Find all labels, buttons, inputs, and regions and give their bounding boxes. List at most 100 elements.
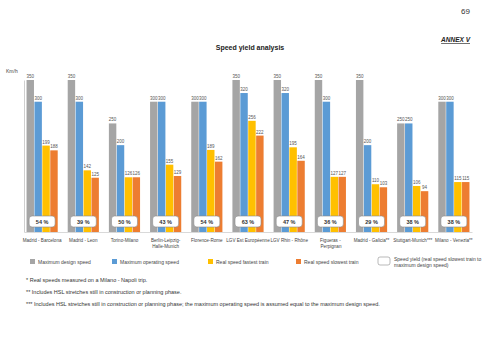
legend-item: Maximum operating speed	[112, 259, 179, 265]
x-axis: Madrid - BarcelonaMadrid - LeonTorino-Mi…	[23, 232, 473, 249]
data-label: 125	[91, 172, 99, 177]
legend-item: Real speed slowest train	[296, 259, 359, 265]
x-tick: Madrid - Galicia**	[354, 232, 390, 243]
data-label: 300	[34, 96, 42, 101]
bar	[191, 102, 198, 232]
speed-yield-box	[359, 216, 385, 227]
x-tick-label: LGV Est Européenne	[226, 238, 270, 243]
data-label: 350	[68, 74, 76, 79]
bar	[356, 80, 363, 232]
speed-yield-label: 39 %	[77, 219, 90, 225]
data-label: 300	[199, 96, 207, 101]
speed-yield-label: 54 %	[36, 219, 49, 225]
speed-yield-box	[400, 216, 426, 227]
data-label: 115	[462, 176, 470, 181]
speed-yield-box	[153, 216, 179, 227]
bar	[446, 102, 453, 232]
y-axis-title: Km/h	[6, 68, 18, 74]
x-axis-line	[25, 232, 473, 233]
data-label: 155	[166, 159, 174, 164]
speed-yield: 38 %	[400, 216, 426, 227]
speed-yield-label: 38 %	[406, 219, 419, 225]
bar	[315, 80, 322, 232]
data-label: 188	[50, 144, 58, 149]
bar	[248, 121, 255, 232]
legend-label: Speed yield (real speed slowest train to…	[394, 256, 483, 268]
bar	[34, 102, 41, 232]
x-tick: Madrid - Barcelona	[23, 232, 62, 243]
x-tick: Milano - Venezia**	[435, 232, 473, 243]
speed-yield-label: 54 %	[201, 219, 214, 225]
speed-yield-box	[317, 216, 343, 227]
data-label: 126	[133, 171, 141, 176]
data-label: 300	[191, 96, 199, 101]
data-label: 256	[248, 115, 256, 120]
speed-yield: 63 %	[235, 216, 261, 227]
speed-yield-label: 29 %	[365, 219, 378, 225]
data-label: 189	[207, 144, 215, 149]
x-tick-label: LGV Rhin - Rhône	[270, 238, 308, 243]
data-label: 200	[364, 139, 372, 144]
speed-yield: 54 %	[194, 216, 220, 227]
annex: ANNEX V	[440, 36, 471, 43]
x-tick-label: Torino-Milano	[111, 238, 139, 243]
speed-yield-label: 50 %	[118, 219, 131, 225]
legend-swatch	[208, 259, 213, 264]
speed-yield: 38 %	[441, 216, 467, 227]
data-label: 126	[125, 171, 133, 176]
y-axis-line	[24, 81, 25, 233]
data-label: 300	[158, 96, 166, 101]
data-labels: 3503502503003003503503503502503003003002…	[26, 74, 469, 190]
x-tick: LGV Est Européenne	[226, 232, 270, 243]
speed-yield: 47 %	[276, 216, 302, 227]
data-label: 162	[215, 156, 223, 161]
data-label: 115	[454, 176, 462, 181]
speed-yield: 39 %	[70, 216, 96, 227]
data-label: 142	[83, 164, 91, 169]
data-label: 350	[232, 74, 240, 79]
speed-yield-box	[194, 216, 220, 227]
data-label: 94	[422, 185, 428, 190]
bar	[158, 102, 165, 232]
bar	[199, 102, 206, 232]
speed-yield-box	[235, 216, 261, 227]
speed-yield-box	[111, 216, 137, 227]
speed-yield: 54 %	[29, 216, 55, 227]
bar	[27, 80, 34, 232]
legend-swatch	[30, 259, 35, 264]
data-label: 350	[356, 74, 364, 79]
footnote: * Real speeds measured on a Milano - Nap…	[26, 277, 148, 283]
x-tick: Berlin-Leipzig-Halle-Munich	[151, 232, 181, 249]
data-label: 106	[413, 180, 421, 185]
legend-swatch	[296, 259, 301, 264]
footnotes: * Real speeds measured on a Milano - Nap…	[26, 277, 380, 307]
footnote: *** Includes HSL stretches still in cons…	[26, 301, 380, 307]
data-label: 164	[297, 155, 305, 160]
bars	[27, 80, 470, 232]
speed-yield: 43 %	[153, 216, 179, 227]
speed-yield-box	[29, 216, 55, 227]
data-label: 300	[150, 96, 158, 101]
x-tick: Stuttgart-Munich***	[393, 232, 432, 243]
data-label: 300	[76, 96, 84, 101]
speed-yield-box	[441, 216, 467, 227]
footnote: ** Includes HSL stretches still in const…	[26, 289, 182, 295]
data-label: 250	[405, 117, 413, 122]
speed-yield: 50 %	[111, 216, 137, 227]
speed-yield-labels: 54 % 39 % 50 % 43 % 54 % 63 % 47 % 36 % 29 % 38 %…	[29, 216, 467, 227]
bar	[76, 102, 83, 232]
speed-yield-box	[70, 216, 96, 227]
legend: Maximum design speed Maximum operating sp…	[30, 256, 483, 268]
data-label: 103	[380, 181, 388, 186]
x-tick-label: Stuttgart-Munich***	[393, 238, 432, 243]
bar	[323, 102, 330, 232]
speed-yield: 36 %	[317, 216, 343, 227]
bar	[150, 102, 157, 232]
x-tick-label: Milano - Venezia**	[435, 238, 473, 243]
legend-item: Maximum design speed	[30, 259, 91, 265]
speed-yield: 29 %	[359, 216, 385, 227]
legend-swatch	[378, 257, 390, 265]
x-tick-label: Figueras - Perpignan	[319, 238, 342, 249]
bar	[232, 80, 239, 232]
data-label: 300	[438, 96, 446, 101]
